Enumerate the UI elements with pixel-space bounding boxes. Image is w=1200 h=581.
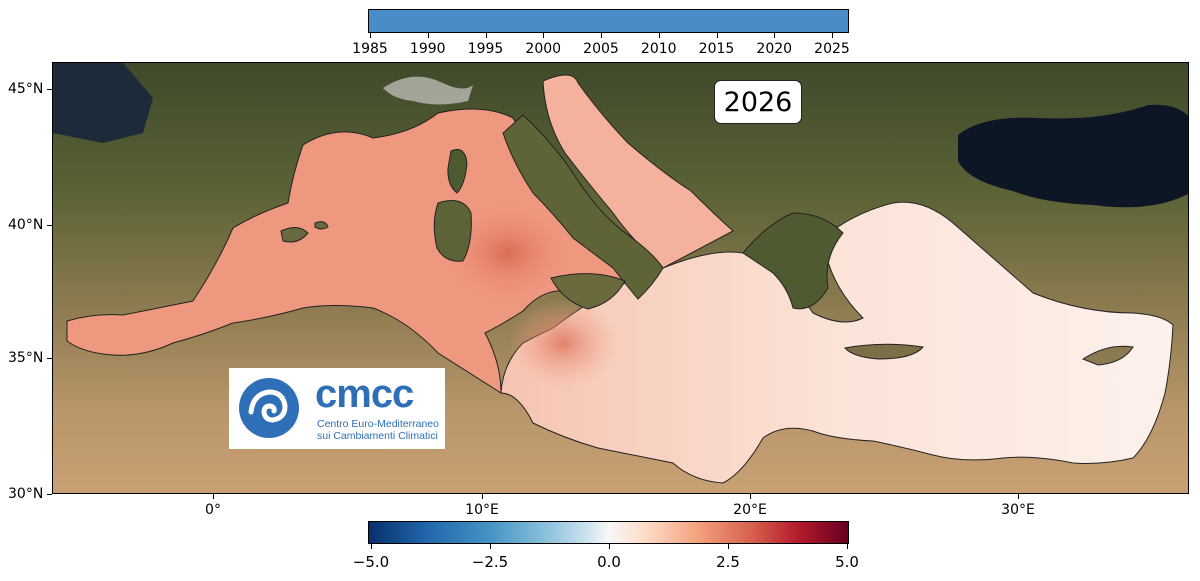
adriatic-sea — [542, 74, 734, 269]
colorbar-tick-label: 0.0 — [597, 553, 621, 571]
longitude-tick — [1018, 494, 1019, 499]
italy-peninsula — [502, 114, 664, 300]
timeline-tick — [427, 33, 429, 38]
timeline-tick — [774, 33, 776, 38]
cmcc-logo: cmcc Centro Euro-Mediterraneo sui Cambia… — [229, 368, 445, 449]
colorbar-tick — [728, 544, 729, 549]
colorbar — [368, 521, 849, 544]
colorbar-tick — [847, 544, 848, 549]
wave-swirl-icon — [239, 378, 299, 438]
timeline-tick — [485, 33, 487, 38]
colorbar-tick — [609, 544, 610, 549]
colorbar-tick-label: 2.5 — [716, 553, 740, 571]
colorbar-tick — [371, 544, 372, 549]
timeline-tick-label: 1985 — [352, 41, 388, 57]
longitude-label: 0° — [205, 502, 221, 518]
timeline-tick-label: 2020 — [756, 41, 793, 57]
longitude-label: 20°E — [733, 502, 767, 518]
timeline-tick-label: 2010 — [640, 41, 677, 57]
colorbar-tick — [490, 544, 491, 549]
map-canvas — [53, 63, 1188, 493]
longitude-label: 30°E — [1001, 502, 1035, 518]
timeline-tick-label: 1990 — [409, 41, 446, 57]
timeline-tick — [658, 33, 660, 38]
timeline-tick-label: 2015 — [698, 41, 735, 57]
timeline-tick — [601, 33, 602, 38]
latitude-label: 45°N — [8, 81, 44, 97]
sardinia — [433, 200, 472, 262]
latitude-tick — [47, 494, 52, 495]
sea-temperature-anomaly-map — [52, 62, 1189, 494]
colorbar-tick-label: −5.0 — [352, 553, 390, 571]
timeline-tick — [370, 33, 371, 38]
logo-wordmark: cmcc — [315, 372, 414, 416]
colorbar-tick-label: 5.0 — [835, 553, 859, 571]
latitude-label: 35°N — [8, 350, 44, 366]
tyrrhenian-hotspot — [438, 198, 578, 308]
timeline-tick-label: 1995 — [467, 41, 504, 57]
timeline-tick-label: 2025 — [814, 41, 850, 57]
longitude-tick — [213, 494, 214, 499]
latitude-tick — [47, 225, 52, 226]
logo-subtitle-line2: sui Cambiamenti Climatici — [317, 430, 438, 442]
year-label: 2026 — [714, 80, 802, 124]
timeline-bar — [368, 9, 849, 33]
longitude-label: 10°E — [465, 502, 499, 518]
timeline-tick-label: 2000 — [525, 41, 562, 57]
eastern-mediterranean — [500, 201, 1174, 484]
corsica — [447, 149, 468, 194]
latitude-label: 30°N — [8, 486, 44, 502]
timeline-tick-label: 2005 — [583, 41, 619, 57]
latitude-label: 40°N — [8, 217, 44, 233]
greece — [742, 212, 844, 310]
balearic-islands — [280, 227, 309, 243]
atlantic-ocean — [53, 63, 153, 143]
latitude-tick — [47, 89, 52, 90]
logo-subtitle-line1: Centro Euro-Mediterraneo — [317, 418, 439, 430]
sicily — [550, 273, 626, 310]
cyprus — [1081, 345, 1134, 366]
black-sea — [958, 104, 1188, 208]
latitude-tick — [47, 358, 52, 359]
longitude-tick — [750, 494, 751, 499]
sicily-channel-hotspot — [508, 298, 618, 388]
timeline-tick — [716, 33, 718, 38]
timeline-tick — [832, 33, 833, 38]
timeline-tick — [543, 33, 545, 38]
colorbar-tick-label: −2.5 — [471, 553, 509, 571]
longitude-tick — [482, 494, 483, 499]
crete — [844, 343, 924, 360]
